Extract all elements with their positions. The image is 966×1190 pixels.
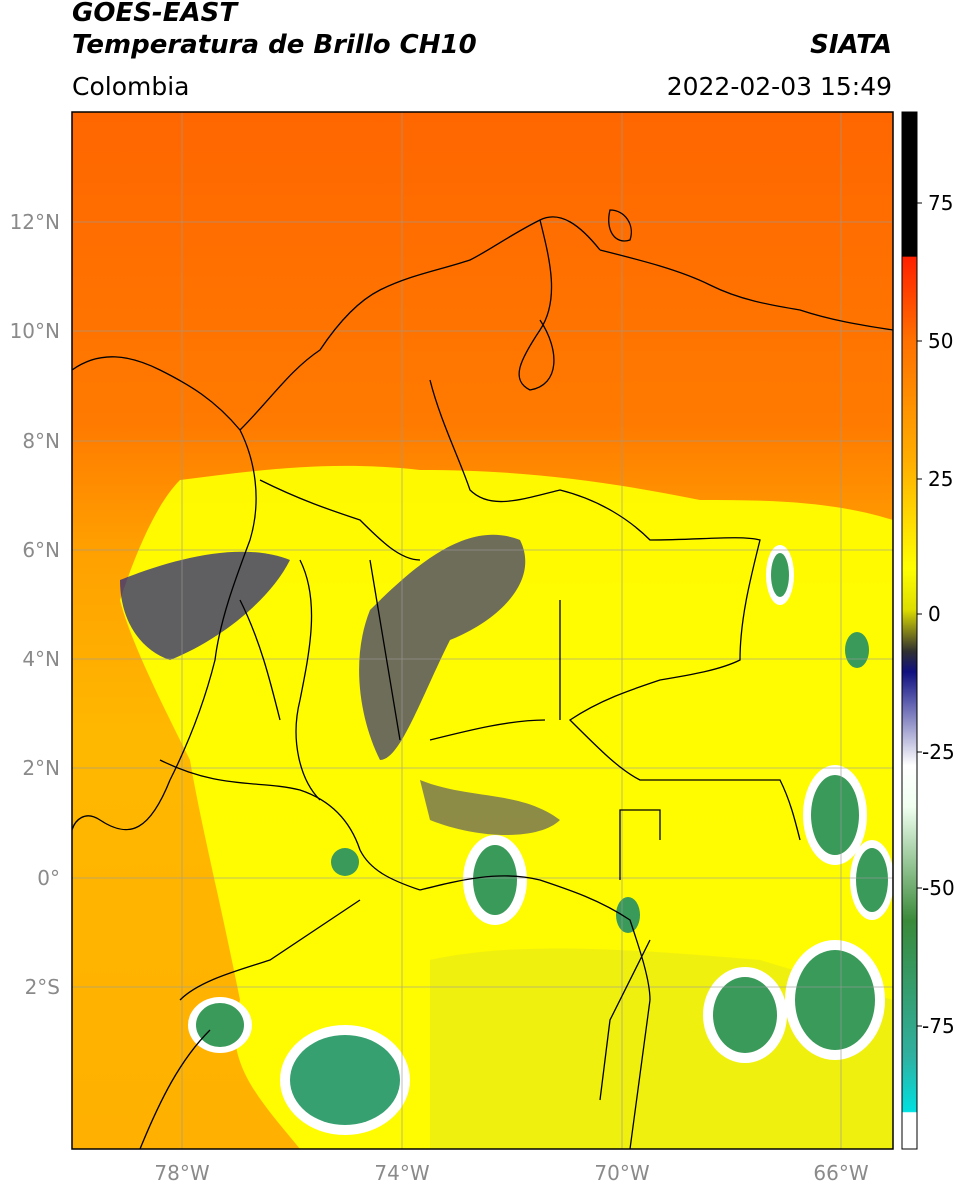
colorbar-tick: 50 — [928, 329, 953, 353]
datetime-label: 2022-02-03 15:49 — [666, 72, 892, 101]
colorbar-tick: -75 — [922, 1014, 955, 1038]
lat-label: 8°N — [22, 429, 60, 453]
lat-label: 2°N — [22, 756, 60, 780]
region-label: Colombia — [72, 72, 190, 101]
lon-axis: 78°W 74°W 70°W 66°W — [154, 1161, 868, 1185]
colorbar-tick: -25 — [922, 740, 955, 764]
lon-label: 66°W — [813, 1161, 868, 1185]
lat-axis: 12°N 10°N 8°N 6°N 4°N 2°N 0° 2°S — [10, 210, 60, 999]
lon-label: 78°W — [154, 1161, 209, 1185]
lat-label: 0° — [37, 866, 60, 890]
org-label: SIATA — [810, 30, 892, 60]
colorbar: 75 50 25 0 -25 -50 -75 — [901, 111, 955, 1150]
lat-label: 2°S — [25, 975, 60, 999]
satellite-title: GOES-EAST — [72, 0, 238, 28]
satellite-image — [72, 112, 893, 1149]
colorbar-tick: -50 — [922, 876, 955, 900]
borders — [72, 209, 893, 1149]
cloud-band-3 — [420, 780, 560, 835]
lat-label: 6°N — [22, 538, 60, 562]
colorbar-tick: 25 — [928, 467, 953, 491]
lat-label: 4°N — [22, 647, 60, 671]
grid-lines — [72, 112, 893, 1149]
convection-cells — [188, 545, 893, 1135]
colorbar-tick: 0 — [928, 602, 941, 626]
lon-label: 74°W — [374, 1161, 429, 1185]
product-title: Temperatura de Brillo CH10 — [72, 30, 477, 60]
map-frame — [71, 111, 894, 1150]
lon-label: 70°W — [594, 1161, 649, 1185]
cloud-band-2 — [359, 534, 526, 760]
lat-label: 10°N — [10, 319, 60, 343]
lat-label: 12°N — [10, 210, 60, 234]
cloud-band-1 — [120, 551, 290, 660]
colorbar-tick: 75 — [928, 191, 953, 215]
